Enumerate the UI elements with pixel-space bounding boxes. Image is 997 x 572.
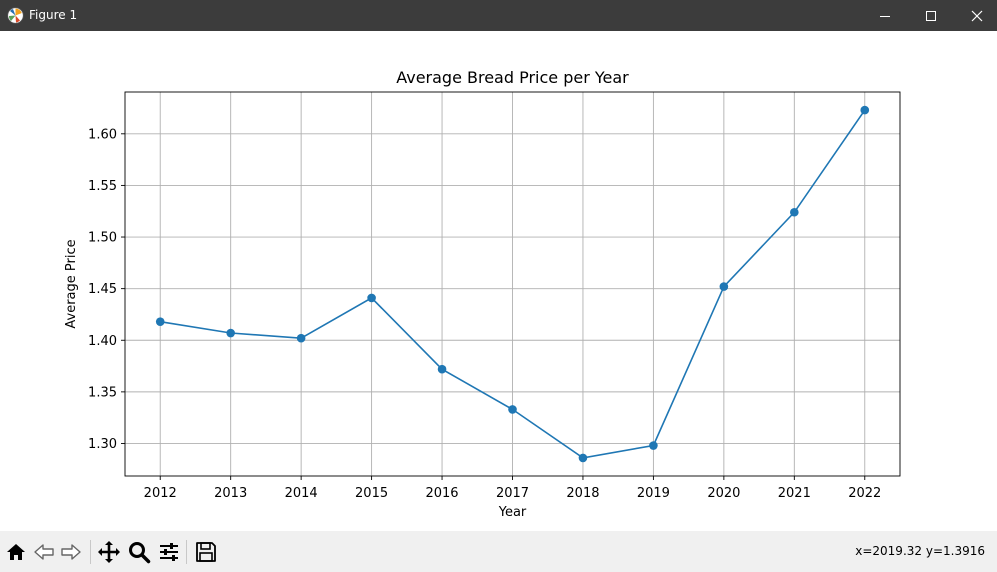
x-tick-label: 2012 xyxy=(144,486,177,501)
y-tick-label: 1.60 xyxy=(88,127,117,142)
x-tick-label: 2019 xyxy=(637,486,670,501)
zoom-button[interactable] xyxy=(126,539,152,565)
x-axis-label: Year xyxy=(498,505,527,520)
x-tick-label: 2013 xyxy=(214,486,247,501)
data-point xyxy=(296,333,306,343)
maximize-icon xyxy=(926,10,936,21)
data-point xyxy=(649,441,658,450)
x-tick-label: 2021 xyxy=(778,486,811,501)
y-tick-label: 1.30 xyxy=(88,437,117,452)
close-button[interactable] xyxy=(954,0,997,31)
window-titlebar: Figure 1 xyxy=(0,0,997,31)
forward-icon xyxy=(61,544,81,560)
data-point xyxy=(719,282,729,291)
window-title: Figure 1 xyxy=(29,8,78,22)
forward-button[interactable] xyxy=(58,539,84,565)
maximize-button[interactable] xyxy=(908,0,954,31)
y-tick-label: 1.35 xyxy=(88,385,117,400)
y-tick-label: 1.45 xyxy=(88,282,117,297)
configure-icon xyxy=(160,543,178,561)
x-tick-label: 2016 xyxy=(425,486,458,501)
axis-ticks: 2012 2013 2014 2015 2016 2017 2018 2019 2020 2021… xyxy=(88,127,881,501)
toolbar-separator xyxy=(90,540,91,564)
configure-button[interactable] xyxy=(156,539,182,565)
navigation-toolbar: x=2019.32 y=1.3916 xyxy=(0,531,997,572)
cursor-coordinates: x=2019.32 y=1.3916 xyxy=(855,544,985,558)
data-point xyxy=(367,293,376,303)
chart-title: Average Bread Price per Year xyxy=(396,68,629,87)
save-icon xyxy=(196,542,216,562)
back-icon xyxy=(34,544,54,560)
x-tick-label: 2018 xyxy=(566,486,599,501)
grid-lines xyxy=(125,92,900,476)
toolbar-separator xyxy=(186,540,187,564)
minimize-button[interactable] xyxy=(862,0,908,31)
data-point xyxy=(578,453,588,463)
x-tick-label: 2014 xyxy=(285,486,318,501)
back-button[interactable] xyxy=(31,539,57,565)
minimize-icon xyxy=(880,15,890,17)
y-tick-label: 1.55 xyxy=(88,179,117,194)
y-tick-label: 1.50 xyxy=(88,231,117,246)
x-tick-label: 2020 xyxy=(707,486,740,501)
data-point xyxy=(226,328,235,338)
x-tick-label: 2017 xyxy=(496,486,529,501)
x-tick-label: 2022 xyxy=(848,486,881,501)
matplotlib-icon xyxy=(7,7,24,24)
data-point xyxy=(860,105,870,115)
plot-frame xyxy=(124,91,901,477)
x-tick-label: 2015 xyxy=(355,486,388,501)
data-point xyxy=(508,405,517,414)
zoom-icon xyxy=(129,542,151,564)
data-points xyxy=(155,105,870,463)
y-axis-label: Average Price xyxy=(64,239,79,328)
y-tick-label: 1.40 xyxy=(88,334,117,349)
close-icon xyxy=(971,10,983,21)
pan-icon xyxy=(98,541,120,563)
data-point xyxy=(790,207,799,217)
line-chart: Average Bread Price per Year 2012 2013 201… xyxy=(64,68,901,520)
pan-button[interactable] xyxy=(96,539,122,565)
home-icon xyxy=(7,544,25,560)
home-button[interactable] xyxy=(3,539,29,565)
save-button[interactable] xyxy=(193,539,219,565)
figure-canvas[interactable]: Average Bread Price per Year 2012 2013 201… xyxy=(0,31,997,531)
data-point xyxy=(437,364,447,374)
data-point xyxy=(155,317,165,326)
